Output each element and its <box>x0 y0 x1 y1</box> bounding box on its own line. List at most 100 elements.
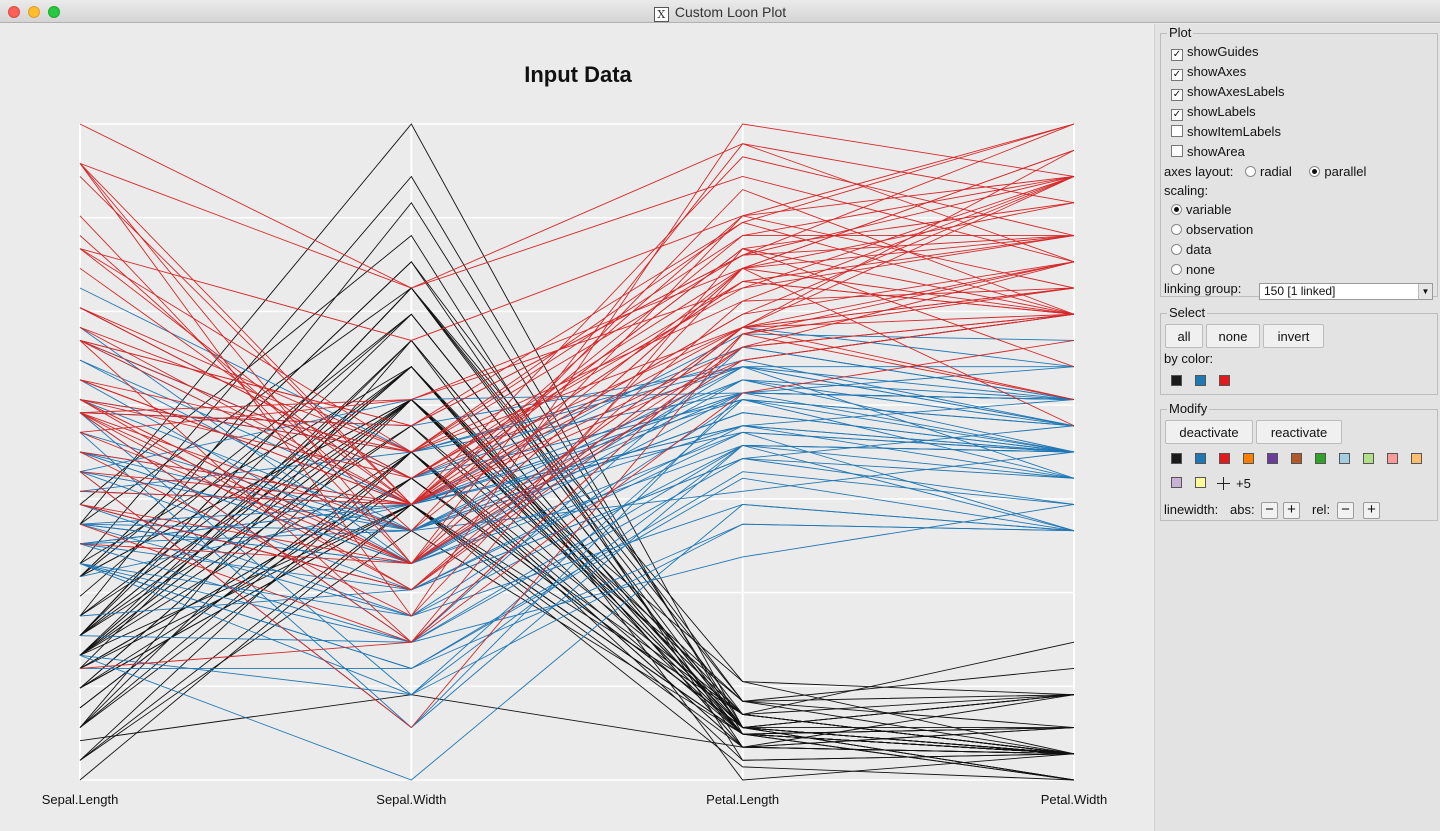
modify-color-swatch-2[interactable] <box>1219 453 1230 464</box>
select-color-swatch-0[interactable] <box>1171 375 1182 386</box>
scaling-option-0[interactable]: variable <box>1171 201 1232 219</box>
modify-color-swatch-7[interactable] <box>1339 453 1350 464</box>
select-color-swatch-2[interactable] <box>1219 375 1230 386</box>
axis-labels: Sepal.Length Sepal.Width Petal.Length Petal… <box>42 792 1108 807</box>
modify-color-swatch-5[interactable] <box>1291 453 1302 464</box>
observation-line <box>79 123 1075 427</box>
close-window-button[interactable] <box>8 6 20 18</box>
reactivate-button[interactable]: reactivate <box>1256 420 1342 444</box>
modify-color-swatch-0[interactable] <box>1171 453 1182 464</box>
plot-option-1[interactable]: ✓ showAxes <box>1171 63 1246 81</box>
observation-line <box>79 287 1075 643</box>
abs-label: abs: <box>1230 502 1255 517</box>
observation-line <box>79 503 1075 781</box>
observation-line <box>79 359 1075 505</box>
observation-line <box>79 287 1075 755</box>
modify-color-swatch-8[interactable] <box>1363 453 1374 464</box>
axes-layout-parallel[interactable]: parallel <box>1309 164 1366 179</box>
observation-line <box>79 261 1075 564</box>
observation-line <box>79 267 1075 617</box>
observation-line <box>79 444 1075 643</box>
observation-line <box>79 287 1075 591</box>
maximize-window-button[interactable] <box>48 6 60 18</box>
axis-label-0: Sepal.Length <box>42 792 119 807</box>
scaling-radio-2[interactable] <box>1171 244 1182 255</box>
modify-color-swatch-4[interactable] <box>1267 453 1278 464</box>
axes-layout-row: axes layout: radial parallel <box>1164 163 1366 181</box>
observation-line <box>79 143 1075 289</box>
more-colors-label[interactable]: +5 <box>1236 476 1251 491</box>
plot-option-label: showArea <box>1187 144 1245 159</box>
checkbox-4[interactable] <box>1171 125 1183 137</box>
modify-color-swatch-3[interactable] <box>1243 453 1254 464</box>
rel-increase-button[interactable]: + <box>1363 502 1380 519</box>
chart-title: Input Data <box>524 62 632 87</box>
plot-option-4[interactable]: showItemLabels <box>1171 123 1281 141</box>
select-all-button[interactable]: all <box>1165 324 1203 348</box>
scaling-option-2[interactable]: data <box>1171 241 1211 259</box>
modify-color-swatch-1[interactable] <box>1195 453 1206 464</box>
modify-color-swatch-12[interactable] <box>1195 477 1206 488</box>
scaling-option-1[interactable]: observation <box>1171 221 1253 239</box>
scaling-option-label: none <box>1186 262 1215 277</box>
modify-color-swatch-9[interactable] <box>1387 453 1398 464</box>
observation-line <box>79 477 1075 781</box>
observation-line <box>79 143 1075 565</box>
abs-increase-button[interactable]: + <box>1283 502 1300 519</box>
observation-line <box>79 477 1075 669</box>
modify-color-swatch-10[interactable] <box>1411 453 1422 464</box>
observation-line <box>79 504 1075 617</box>
rel-decrease-button[interactable]: − <box>1337 502 1354 519</box>
select-invert-button[interactable]: invert <box>1263 324 1324 348</box>
modify-color-swatch-11[interactable] <box>1171 477 1182 488</box>
plot-option-2[interactable]: ✓ showAxesLabels <box>1171 83 1285 101</box>
plot-option-3[interactable]: ✓ showLabels <box>1171 103 1256 121</box>
checkbox-0[interactable]: ✓ <box>1171 49 1183 61</box>
modify-color-swatch-6[interactable] <box>1315 453 1326 464</box>
plot-option-5[interactable]: showArea <box>1171 143 1245 161</box>
parallel-radio[interactable] <box>1309 166 1321 177</box>
checkbox-2[interactable]: ✓ <box>1171 89 1183 101</box>
deactivate-button[interactable]: deactivate <box>1165 420 1253 444</box>
parallel-coordinates-plot[interactable]: Input Data Sepal.Length Sepal.Width Petal.… <box>0 24 1152 831</box>
radial-radio[interactable] <box>1245 166 1256 177</box>
linking-group-row: linking group: 150 [1 linked] ▼ <box>1164 280 1436 300</box>
rel-label: rel: <box>1312 502 1331 517</box>
select-color-swatch-1[interactable] <box>1195 375 1206 386</box>
observation-line <box>79 333 1075 729</box>
scaling-option-label: data <box>1186 242 1212 257</box>
plus-icon[interactable] <box>1217 477 1230 490</box>
chevron-down-icon[interactable]: ▼ <box>1418 284 1432 299</box>
window-titlebar: X Custom Loon Plot <box>0 0 1440 23</box>
plot-group-legend: Plot <box>1167 25 1194 41</box>
observation-line <box>79 313 1075 755</box>
checkbox-1[interactable]: ✓ <box>1171 69 1183 81</box>
linking-group-combobox[interactable]: 150 [1 linked] ▼ <box>1259 283 1433 300</box>
observation-line <box>79 504 1075 643</box>
checkbox-3[interactable]: ✓ <box>1171 109 1183 121</box>
observation-line <box>79 176 1075 479</box>
window-title-text: Custom Loon Plot <box>674 4 787 20</box>
plot-option-0[interactable]: ✓ showGuides <box>1171 43 1259 61</box>
control-panel: Plot ✓ showGuides ✓ showAxes ✓ showAxesLabels… <box>1154 24 1440 831</box>
linking-group-label: linking group: <box>1164 281 1242 296</box>
minimize-window-button[interactable] <box>28 6 40 18</box>
axis-label-3: Petal.Width <box>1041 792 1107 807</box>
observation-line <box>79 425 1075 525</box>
observation-line <box>79 280 1075 479</box>
axes-layout-radial[interactable]: radial <box>1245 164 1292 179</box>
observation-line <box>79 163 1075 506</box>
scaling-radio-3[interactable] <box>1171 264 1182 275</box>
by-color-label: by color: <box>1164 351 1214 366</box>
select-none-button[interactable]: none <box>1206 324 1260 348</box>
abs-decrease-button[interactable]: − <box>1261 502 1278 519</box>
scaling-option-3[interactable]: none <box>1171 261 1215 279</box>
checkbox-5[interactable] <box>1171 145 1183 157</box>
scaling-radio-0[interactable] <box>1171 204 1182 215</box>
radial-label: radial <box>1260 164 1292 179</box>
window-title: X Custom Loon Plot <box>0 4 1440 22</box>
observation-line <box>79 123 1075 341</box>
scaling-radio-1[interactable] <box>1171 224 1182 235</box>
axis-label-1: Sepal.Width <box>376 792 446 807</box>
scaling-option-label: variable <box>1186 202 1232 217</box>
